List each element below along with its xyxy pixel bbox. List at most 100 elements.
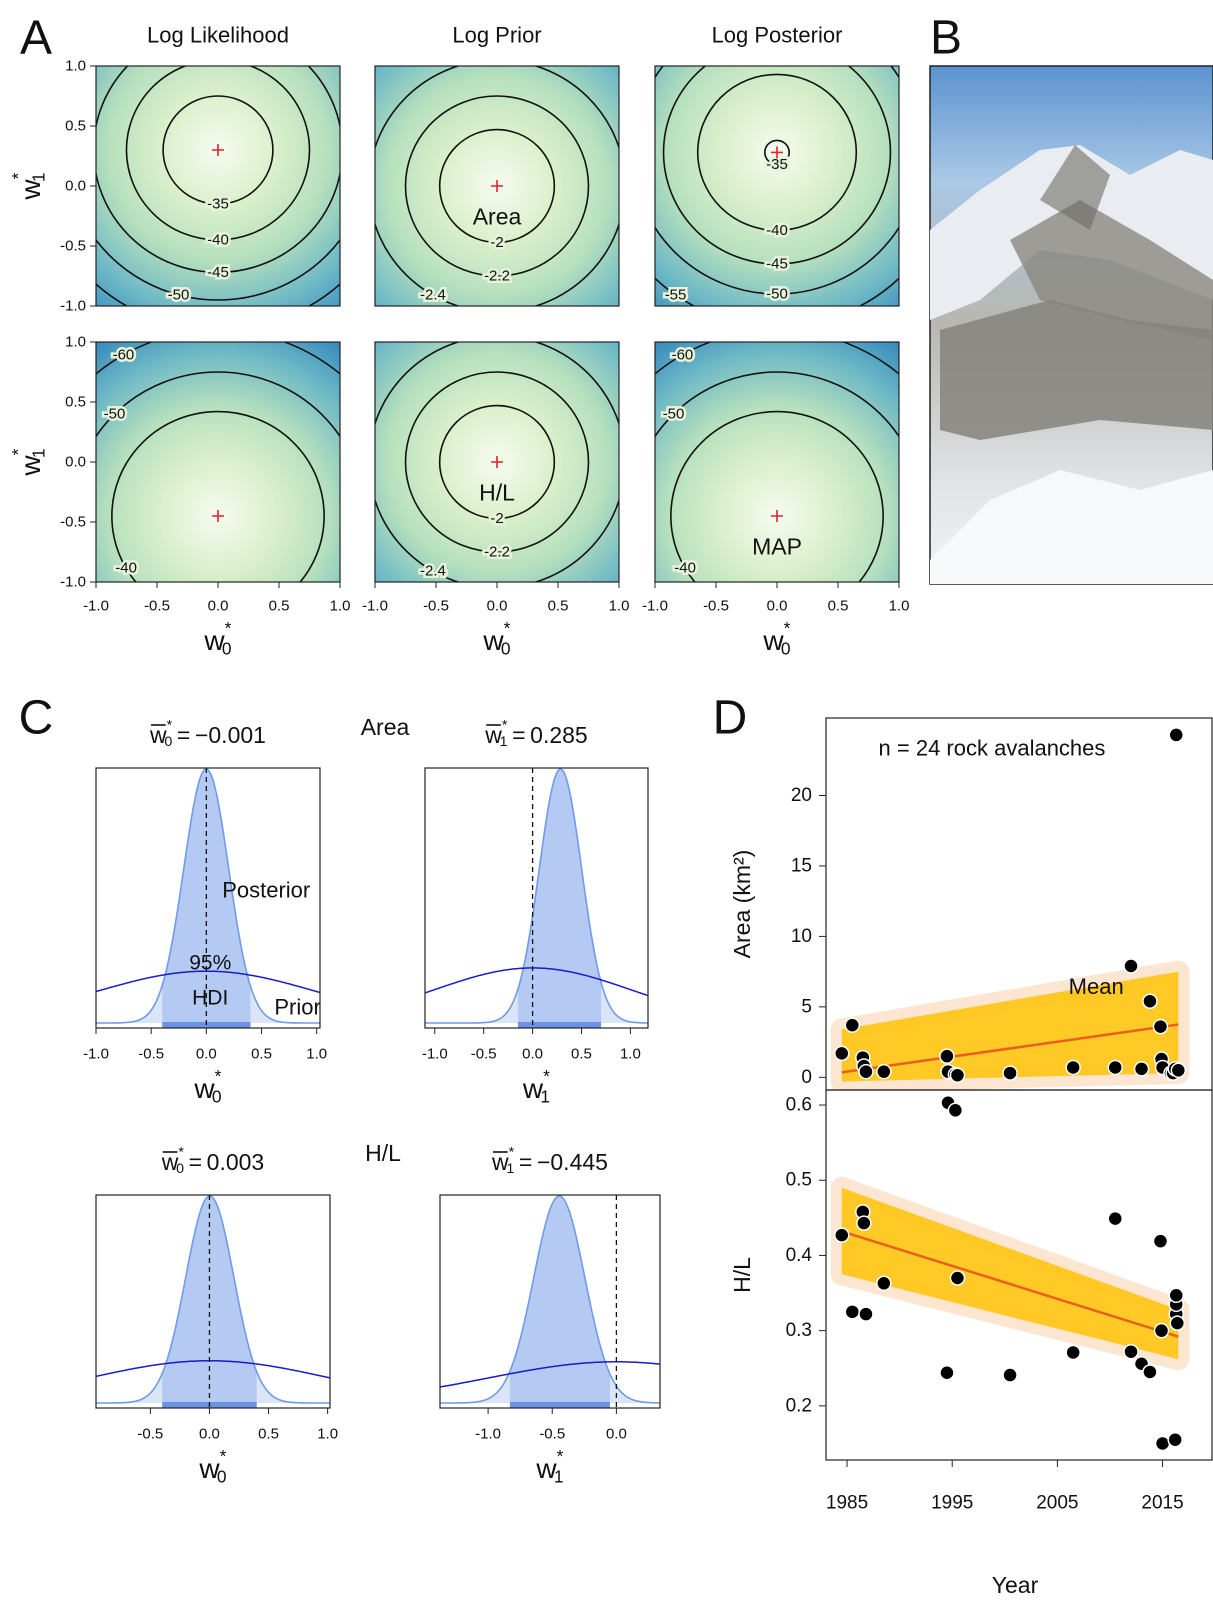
symbol-sub: 0 [212, 1086, 222, 1106]
x-tick-label: 1.0 [620, 1046, 641, 1063]
symbol-label: w* 0 [193, 1066, 221, 1106]
contour-line [404, 371, 590, 553]
contour-line [655, 371, 899, 438]
data-point [1153, 1322, 1170, 1339]
symbol-sup: * [215, 1066, 222, 1086]
symbol-sub: 1 [506, 1161, 514, 1177]
symbol-sub: 1 [554, 1466, 564, 1486]
symbol-base: w [15, 179, 46, 201]
y-tick-label: 15 [791, 855, 812, 876]
contour-label: -45 [207, 264, 229, 281]
data-point [947, 1102, 964, 1119]
point-label: Area [473, 204, 522, 230]
group-label: Area [361, 714, 410, 740]
symbol-sub: 0 [176, 1161, 184, 1177]
symbol-label: w* 0 [482, 618, 510, 658]
symbol-base: w [149, 722, 167, 748]
y-tick-label: 1.0 [65, 58, 86, 75]
symbol-base: w [522, 1073, 544, 1104]
x-tick-label: 1995 [931, 1493, 973, 1514]
x-tick-label: 0.5 [828, 598, 849, 615]
symbol-sup: * [178, 1144, 184, 1160]
mean-value: 0.003 [207, 1149, 265, 1175]
contour-label: -50 [104, 406, 126, 423]
hdi-area [162, 1196, 257, 1403]
symbol-label: w*1 [8, 448, 48, 476]
data-point [858, 1306, 874, 1322]
prior-curve [425, 967, 648, 997]
symbol-base: w [482, 625, 504, 656]
x-tick-label: 0.0 [208, 598, 229, 615]
symbol-label: w* 0 [762, 618, 790, 658]
contour-line [438, 128, 556, 244]
contour-label: -2.4 [420, 563, 446, 580]
contour-line [162, 95, 274, 205]
plot-area [830, 1095, 1190, 1452]
data-point [1152, 1018, 1169, 1035]
hdi-bar [517, 1022, 602, 1028]
map-point [212, 510, 224, 522]
symbol-label: w*1 [535, 1446, 563, 1486]
symbol-eq: = [177, 722, 190, 748]
symbol-sub: 1 [28, 172, 48, 182]
point-label: H/L [479, 480, 515, 506]
x-tick-label: 1.0 [317, 1426, 338, 1443]
contour-line [670, 410, 884, 582]
plot-area [96, 768, 320, 1028]
heatmap [655, 342, 899, 582]
x-tick-label: -0.5 [539, 1426, 565, 1443]
symbol-label: w*1 [8, 172, 48, 200]
contour-line [696, 73, 858, 232]
contour-label: -2 [490, 234, 503, 251]
x-tick-label: -0.5 [703, 598, 729, 615]
contour-line [125, 66, 311, 241]
y-tick-label: 0.6 [786, 1095, 812, 1116]
symbol-sup: * [8, 172, 28, 179]
x-tick-label: 1.0 [609, 598, 630, 615]
prior-curve [96, 970, 320, 994]
contour-label: -2.2 [484, 268, 510, 285]
data-point [1169, 1315, 1186, 1331]
symbol-base: w [484, 722, 502, 748]
symbol-sup: * [502, 717, 508, 733]
x-tick-label: -0.5 [144, 598, 170, 615]
contour-label: -2.4 [420, 287, 446, 304]
mean-value: 0.285 [530, 722, 588, 748]
heatmap [655, 66, 899, 306]
x-tick-label: 0.5 [251, 1046, 272, 1063]
symbol-sup: * [557, 1446, 564, 1466]
plot-frame [95, 1194, 331, 1409]
map-point [491, 456, 503, 468]
plot-area [96, 1195, 330, 1408]
symbol-sub: 1 [28, 448, 48, 458]
data-point [1123, 958, 1139, 974]
contour-label: -35 [207, 196, 229, 213]
plot-frame [95, 767, 321, 1029]
symbol-sub: 1 [540, 1086, 550, 1106]
data-point [834, 1227, 850, 1243]
data-point [1152, 1233, 1169, 1249]
y-tick-label: 0.0 [65, 178, 86, 195]
data-point [939, 1365, 955, 1381]
contour-label: -40 [766, 222, 788, 239]
panel-label: B [930, 12, 962, 65]
symbol-base: w [193, 1073, 215, 1104]
symbol-base: w [762, 625, 784, 656]
credible-band [841, 1187, 1179, 1360]
contour-label: -45 [766, 256, 788, 273]
contour-label: -60 [672, 346, 694, 363]
heatmap [96, 342, 340, 582]
x-tick-label: 0.0 [487, 598, 508, 615]
data-point [844, 1304, 861, 1320]
contour-label: -40 [115, 560, 137, 577]
y-tick-label: 0.2 [786, 1395, 812, 1416]
symbol-sub: 0 [222, 638, 232, 658]
data-point [1168, 727, 1184, 743]
posterior-curve [425, 768, 648, 1024]
contour-line [96, 238, 340, 301]
data-point [876, 1063, 892, 1080]
y-tick-label: -0.5 [60, 238, 86, 255]
map-point [491, 180, 503, 192]
y-axis-label: H/L [729, 1257, 755, 1293]
